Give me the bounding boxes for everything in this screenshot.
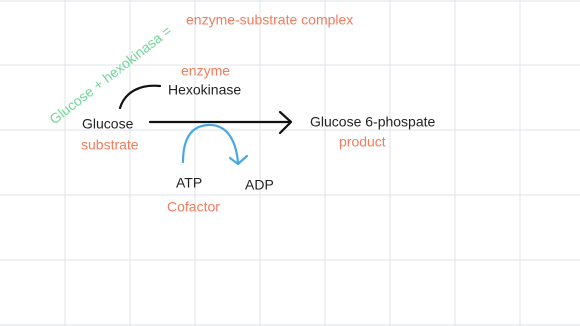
cofactor-arrow [181,123,249,166]
reaction-arrow [148,110,293,135]
product-role: product [339,134,386,150]
product-name: Glucose 6-phospate [310,114,436,130]
cofactor-name: ATP [176,175,202,191]
enzyme-name: Hexokinase [168,82,241,98]
substrate-name: Glucose [82,116,134,132]
enzyme-bracket [118,84,162,110]
equation-annotation: Glucose + hexokinasa = [46,22,174,127]
cofactor-role: Cofactor [167,199,220,215]
enzyme-role: enzyme [181,63,230,79]
cofactor-output: ADP [245,177,274,193]
complex-annotation: enzyme-substrate complex [186,12,353,28]
substrate-role: substrate [81,137,139,153]
